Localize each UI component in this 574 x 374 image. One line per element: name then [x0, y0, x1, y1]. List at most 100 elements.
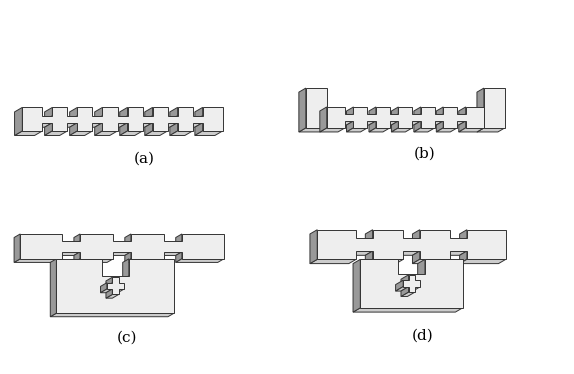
Polygon shape	[56, 252, 80, 255]
Polygon shape	[106, 289, 113, 298]
Polygon shape	[347, 128, 367, 132]
Polygon shape	[107, 277, 124, 294]
Polygon shape	[123, 259, 129, 279]
Polygon shape	[443, 251, 467, 255]
Polygon shape	[436, 121, 443, 132]
Polygon shape	[176, 234, 182, 245]
Polygon shape	[391, 107, 398, 118]
Polygon shape	[51, 259, 56, 317]
Polygon shape	[69, 123, 77, 135]
Polygon shape	[347, 107, 354, 118]
Polygon shape	[106, 277, 113, 286]
Polygon shape	[176, 252, 182, 263]
Polygon shape	[459, 128, 484, 132]
Polygon shape	[396, 251, 420, 255]
Polygon shape	[365, 259, 404, 264]
Polygon shape	[14, 259, 62, 263]
Text: (d): (d)	[412, 328, 434, 342]
Polygon shape	[369, 121, 376, 132]
Polygon shape	[145, 107, 153, 120]
Polygon shape	[413, 259, 451, 264]
Polygon shape	[69, 107, 77, 120]
Polygon shape	[349, 251, 373, 255]
Polygon shape	[95, 123, 103, 135]
Text: (a): (a)	[134, 152, 155, 166]
Polygon shape	[14, 107, 22, 135]
Text: (b): (b)	[414, 147, 436, 160]
Polygon shape	[299, 128, 327, 132]
Polygon shape	[414, 107, 421, 118]
Polygon shape	[100, 289, 113, 293]
Polygon shape	[176, 259, 224, 263]
Polygon shape	[195, 107, 203, 120]
Polygon shape	[125, 234, 131, 245]
Polygon shape	[391, 121, 398, 132]
Polygon shape	[74, 234, 80, 245]
Polygon shape	[320, 107, 327, 132]
Polygon shape	[405, 121, 421, 125]
Polygon shape	[110, 123, 127, 127]
Polygon shape	[401, 275, 409, 285]
Polygon shape	[391, 128, 412, 132]
Polygon shape	[459, 107, 466, 118]
Polygon shape	[120, 107, 127, 120]
Polygon shape	[195, 131, 223, 135]
Polygon shape	[317, 230, 506, 259]
Polygon shape	[45, 131, 67, 135]
Polygon shape	[145, 123, 153, 135]
Polygon shape	[320, 128, 345, 132]
Polygon shape	[401, 292, 415, 297]
Polygon shape	[414, 121, 421, 132]
Polygon shape	[170, 131, 193, 135]
Polygon shape	[95, 107, 103, 120]
Polygon shape	[460, 259, 506, 264]
Polygon shape	[403, 275, 420, 292]
Polygon shape	[120, 131, 142, 135]
Polygon shape	[20, 234, 224, 259]
Polygon shape	[369, 107, 376, 118]
Polygon shape	[360, 121, 376, 125]
Polygon shape	[365, 251, 373, 264]
Polygon shape	[460, 251, 467, 264]
Polygon shape	[100, 283, 107, 293]
Polygon shape	[401, 286, 409, 297]
Polygon shape	[170, 107, 177, 120]
Polygon shape	[338, 121, 354, 125]
Text: (c): (c)	[117, 330, 138, 344]
Polygon shape	[195, 123, 203, 135]
Polygon shape	[74, 252, 80, 263]
Polygon shape	[160, 123, 177, 127]
Polygon shape	[299, 88, 306, 132]
Polygon shape	[85, 123, 103, 127]
Polygon shape	[158, 252, 182, 255]
Polygon shape	[14, 131, 42, 135]
Polygon shape	[477, 128, 505, 132]
Polygon shape	[428, 121, 443, 125]
Polygon shape	[60, 123, 77, 127]
Polygon shape	[51, 313, 174, 317]
Polygon shape	[383, 121, 398, 125]
Polygon shape	[34, 123, 52, 127]
Polygon shape	[360, 259, 463, 308]
Polygon shape	[414, 128, 435, 132]
Polygon shape	[484, 88, 505, 128]
Polygon shape	[310, 259, 356, 264]
Polygon shape	[56, 259, 174, 313]
Polygon shape	[74, 259, 113, 263]
Polygon shape	[413, 251, 420, 264]
Polygon shape	[418, 259, 425, 278]
Polygon shape	[125, 259, 164, 263]
Polygon shape	[365, 230, 373, 242]
Polygon shape	[14, 234, 20, 263]
Polygon shape	[347, 121, 354, 132]
Polygon shape	[459, 121, 466, 132]
Polygon shape	[395, 280, 403, 291]
Polygon shape	[450, 121, 466, 125]
Polygon shape	[69, 131, 92, 135]
Polygon shape	[310, 230, 317, 264]
Polygon shape	[95, 131, 118, 135]
Polygon shape	[413, 230, 420, 242]
Polygon shape	[113, 289, 124, 293]
Polygon shape	[395, 286, 409, 291]
Polygon shape	[353, 259, 360, 312]
